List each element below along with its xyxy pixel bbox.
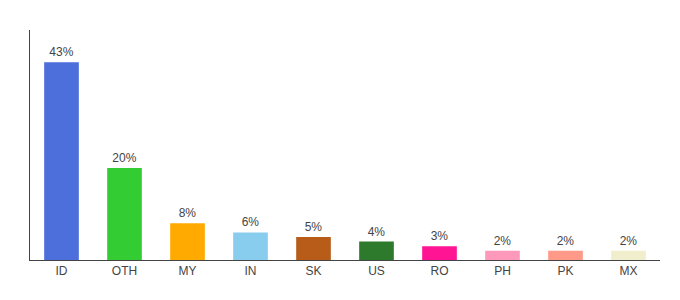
svg-text:IN: IN [245,264,257,278]
svg-text:2%: 2% [557,234,575,248]
svg-text:PK: PK [557,264,573,278]
svg-text:SK: SK [305,264,321,278]
svg-text:20%: 20% [112,151,136,165]
svg-text:8%: 8% [179,206,197,220]
svg-text:5%: 5% [305,220,323,234]
svg-text:PH: PH [494,264,511,278]
svg-text:43%: 43% [49,45,73,59]
svg-text:4%: 4% [368,225,386,239]
svg-text:2%: 2% [494,234,512,248]
svg-text:RO: RO [431,264,449,278]
svg-text:US: US [368,264,385,278]
svg-text:MX: MX [620,264,638,278]
svg-text:OTH: OTH [112,264,137,278]
svg-text:3%: 3% [431,229,449,243]
svg-text:ID: ID [56,264,68,278]
svg-text:2%: 2% [620,234,638,248]
svg-text:6%: 6% [242,215,260,229]
svg-text:MY: MY [179,264,197,278]
